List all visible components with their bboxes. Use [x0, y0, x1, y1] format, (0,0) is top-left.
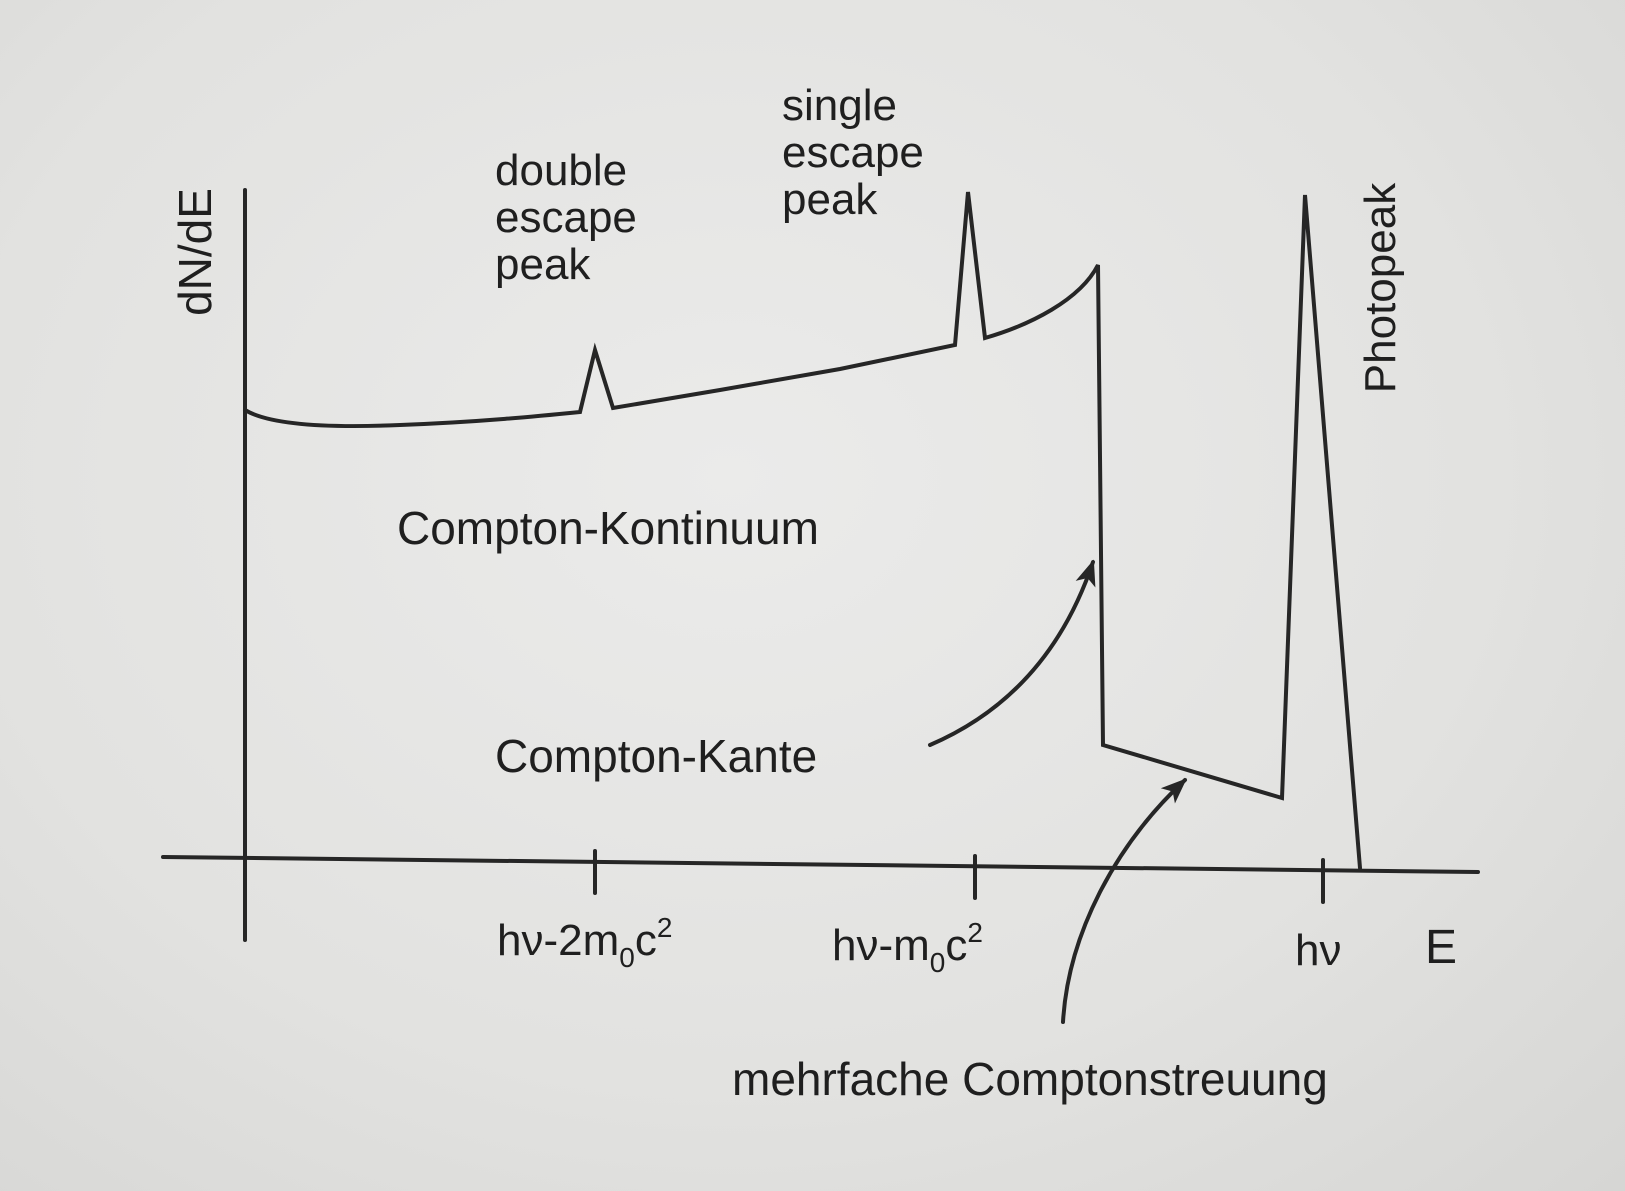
- x-axis-label: E: [1425, 921, 1457, 974]
- single-escape-line-2: escape: [782, 128, 924, 177]
- spectrum-curve: [243, 191, 1362, 870]
- double-escape-line-2: escape: [495, 193, 637, 242]
- tick-label-photon-energy: hν: [1295, 926, 1341, 975]
- compton-edge-arrow: [928, 559, 1096, 747]
- multiple-compton-label: mehrfache Comptonstreuung: [732, 1053, 1328, 1105]
- double-escape-peak-label: double escape peak: [495, 146, 637, 289]
- double-escape-line-3: peak: [495, 240, 591, 289]
- tick-label-double-escape: hν-2m0c2: [497, 912, 672, 973]
- x-axis: [161, 855, 1480, 874]
- compton-continuum-label: Compton-Kontinuum: [397, 502, 819, 554]
- compton-edge-label: Compton-Kante: [495, 730, 817, 782]
- single-escape-peak-label: single escape peak: [782, 81, 924, 224]
- single-escape-line-3: peak: [782, 175, 878, 224]
- y-axis-label: dN/dE: [169, 188, 221, 316]
- multiple-compton-arrow: [1061, 778, 1187, 1024]
- photopeak-label: Photopeak: [1356, 182, 1405, 393]
- tick-label-single-escape: hν-m0c2: [832, 917, 983, 978]
- single-escape-line-1: single: [782, 81, 897, 130]
- double-escape-line-1: double: [495, 146, 627, 195]
